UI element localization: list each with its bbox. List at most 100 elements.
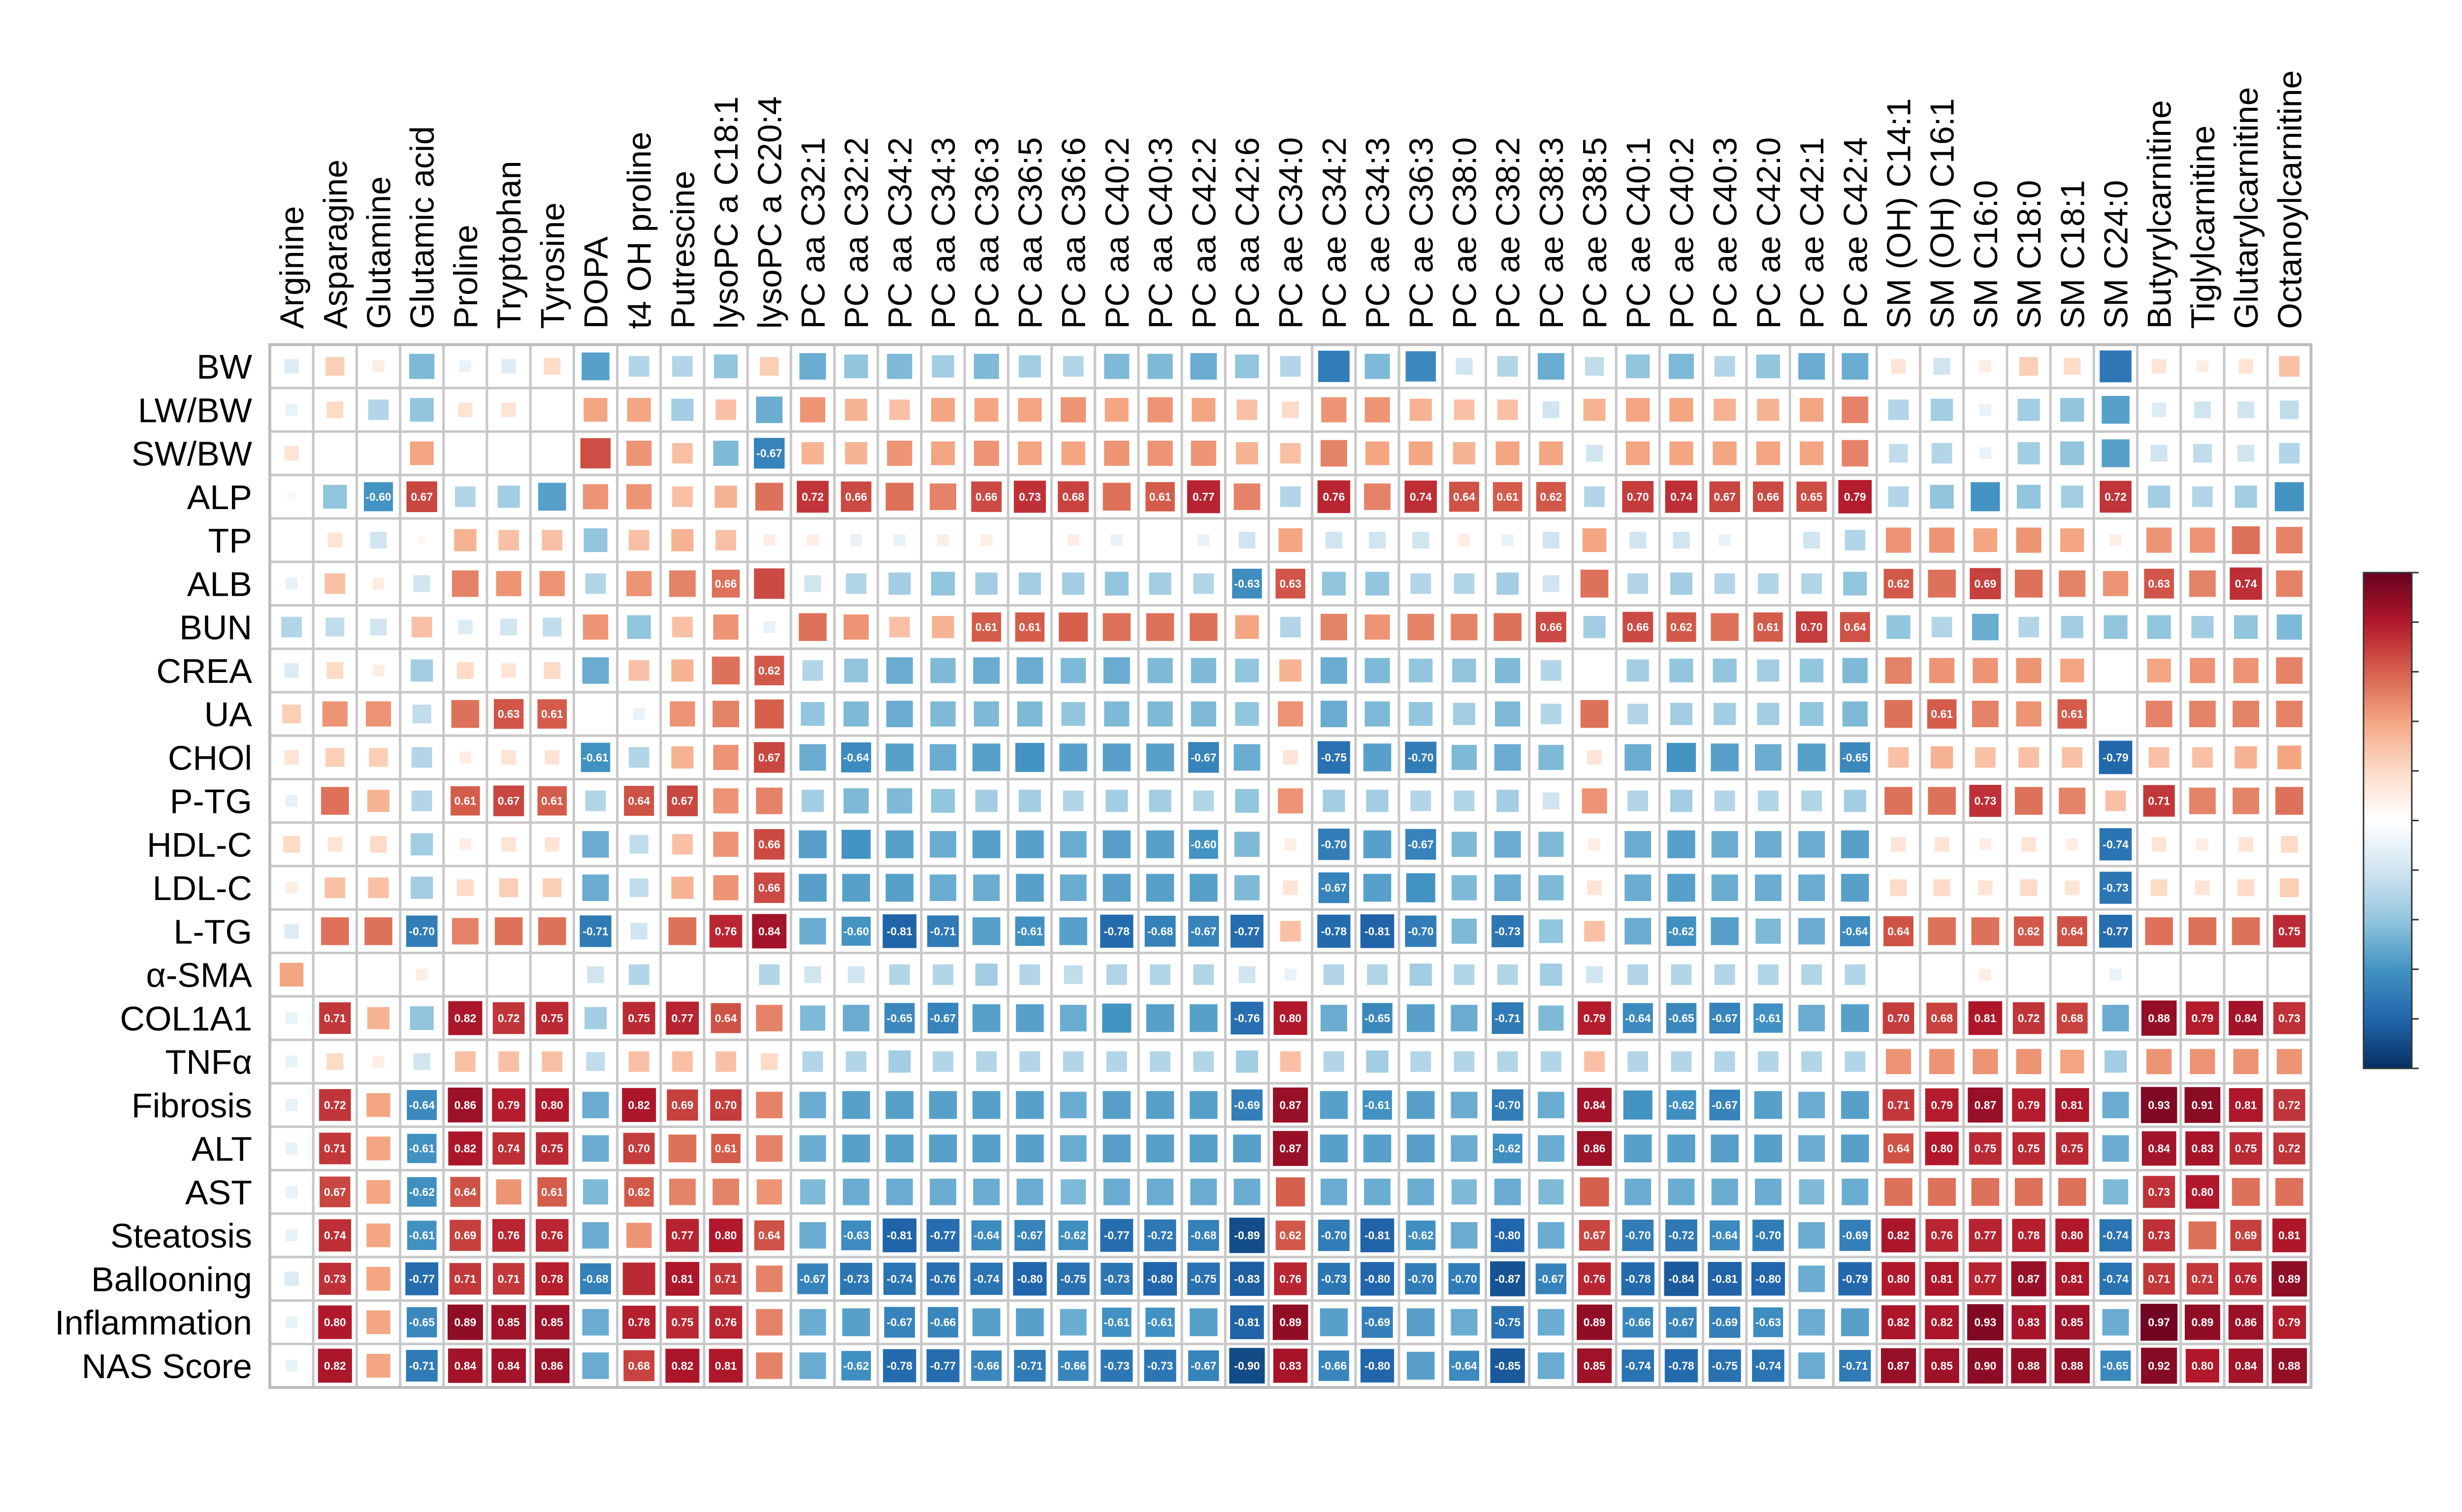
cell-value-label: 0.74 [1410, 490, 1432, 503]
heatmap-cell [325, 748, 345, 767]
heatmap-cell [623, 1350, 655, 1382]
heatmap-cell [799, 1352, 826, 1379]
heatmap-cell [2103, 571, 2129, 596]
cell-value-label: 0.64 [628, 795, 650, 807]
heatmap-cell [1622, 1220, 1654, 1252]
cell-value-label: 0.84 [498, 1359, 520, 1372]
cell-value-label: -0.73 [1104, 1359, 1130, 1372]
heatmap-cell [672, 616, 693, 638]
cell-value-label: 0.79 [498, 1098, 520, 1111]
cell-value-label: 0.62 [758, 664, 780, 677]
cell-value-label: -0.63 [1234, 577, 1260, 590]
cell-value-label: -0.68 [1147, 925, 1173, 937]
heatmap-cell [1454, 964, 1475, 985]
cell-value-label: -0.71 [409, 1359, 435, 1372]
heatmap-cell [842, 1308, 870, 1336]
heatmap-cell [756, 787, 783, 814]
heatmap-cell [883, 1349, 916, 1383]
cell-value-label: 0.71 [2148, 1272, 2170, 1285]
heatmap-cell [2233, 787, 2260, 814]
heatmap-cell [2276, 527, 2303, 554]
heatmap-cell [670, 701, 695, 727]
heatmap-cell [844, 658, 868, 682]
heatmap-cell [2012, 1088, 2045, 1122]
column-label: DOPA [578, 236, 615, 329]
heatmap-cell [1147, 441, 1173, 466]
cell-value-label: 0.76 [541, 1229, 563, 1242]
row-label: CREA [157, 652, 253, 690]
heatmap-cell [543, 878, 562, 898]
heatmap-cell [710, 1089, 742, 1121]
heatmap-cell [580, 915, 612, 947]
heatmap-cell [672, 486, 693, 507]
cell-value-label: -0.77 [1234, 925, 1260, 937]
heatmap-cell [1926, 1002, 1958, 1034]
heatmap-cell [1928, 1178, 1956, 1206]
cell-value-label: -0.69 [1842, 1229, 1868, 1242]
heatmap-cell [327, 533, 343, 547]
column-label: PC ae C42:0 [1750, 137, 1787, 329]
heatmap-cell [713, 441, 739, 466]
column-label: Asparagine [317, 160, 354, 329]
heatmap-cell [1667, 1134, 1695, 1162]
cell-value-label: -0.74 [2103, 838, 2129, 851]
cell-value-label: -0.67 [1191, 751, 1216, 764]
heatmap-cell [1188, 916, 1219, 947]
heatmap-cell [973, 701, 999, 727]
heatmap-cell [1321, 397, 1347, 422]
heatmap-cell [1841, 1134, 1869, 1162]
heatmap-cell [1060, 1309, 1087, 1336]
heatmap-cell [539, 571, 565, 596]
heatmap-cell [1752, 481, 1783, 512]
heatmap-cell [411, 616, 432, 638]
heatmap-cell [1979, 404, 1991, 416]
heatmap-cell [286, 1316, 298, 1328]
heatmap-cell [883, 1262, 916, 1295]
grid-cell [572, 1212, 619, 1258]
row-label: LDL-C [153, 869, 252, 907]
cell-value-label: 0.73 [2278, 1012, 2300, 1025]
cell-value-label: 0.81 [672, 1272, 694, 1285]
heatmap-cell [2017, 398, 2040, 421]
cell-value-label: -0.80 [1755, 1272, 1781, 1285]
heatmap-cell [1369, 532, 1386, 549]
heatmap-cell [1150, 1051, 1170, 1072]
cell-value-label: -0.64 [1625, 1012, 1651, 1025]
heatmap-cell [889, 964, 910, 985]
heatmap-cell [1537, 353, 1564, 380]
heatmap-cell [1666, 1003, 1697, 1033]
heatmap-cell [2185, 1175, 2219, 1209]
column-label: PC aa C34:2 [881, 137, 919, 329]
cell-value-label: 0.82 [324, 1359, 346, 1372]
cell-value-label: -0.80 [1147, 1272, 1173, 1285]
heatmap-cell [1318, 828, 1350, 860]
heatmap-cell [761, 1053, 778, 1070]
heatmap-cell [1494, 874, 1521, 901]
heatmap-cell [1933, 358, 1950, 375]
column-label: PC aa C42:2 [1185, 137, 1223, 329]
cell-value-label: -0.61 [409, 1229, 435, 1242]
cell-value-label: 0.71 [324, 1012, 346, 1025]
heatmap-cell [1027, 538, 1033, 543]
cell-value-label: 0.72 [2018, 1012, 2040, 1025]
heatmap-cell [1278, 528, 1302, 552]
heatmap-cell [973, 1178, 1000, 1205]
heatmap-cell [754, 872, 785, 903]
heatmap-cell [713, 832, 739, 857]
cell-value-label: 0.85 [498, 1316, 520, 1329]
cell-value-label: 0.79 [1844, 490, 1866, 503]
heatmap-cell [1968, 1001, 2003, 1035]
heatmap-cell [628, 747, 649, 768]
heatmap-cell [1584, 1051, 1605, 1072]
cell-value-label: 0.80 [715, 1229, 737, 1242]
cell-value-label: 0.84 [2148, 1142, 2170, 1155]
heatmap-cell [800, 397, 826, 422]
heatmap-cell [1711, 1134, 1739, 1162]
cell-value-label: -0.78 [887, 1359, 913, 1372]
heatmap-cell [667, 785, 698, 816]
heatmap-cell [1579, 1220, 1610, 1251]
heatmap-cell [550, 972, 555, 977]
heatmap-cell [1272, 1304, 1308, 1340]
heatmap-cell [1929, 527, 1955, 553]
column-label: lysoPC a C18:1 [708, 97, 745, 329]
